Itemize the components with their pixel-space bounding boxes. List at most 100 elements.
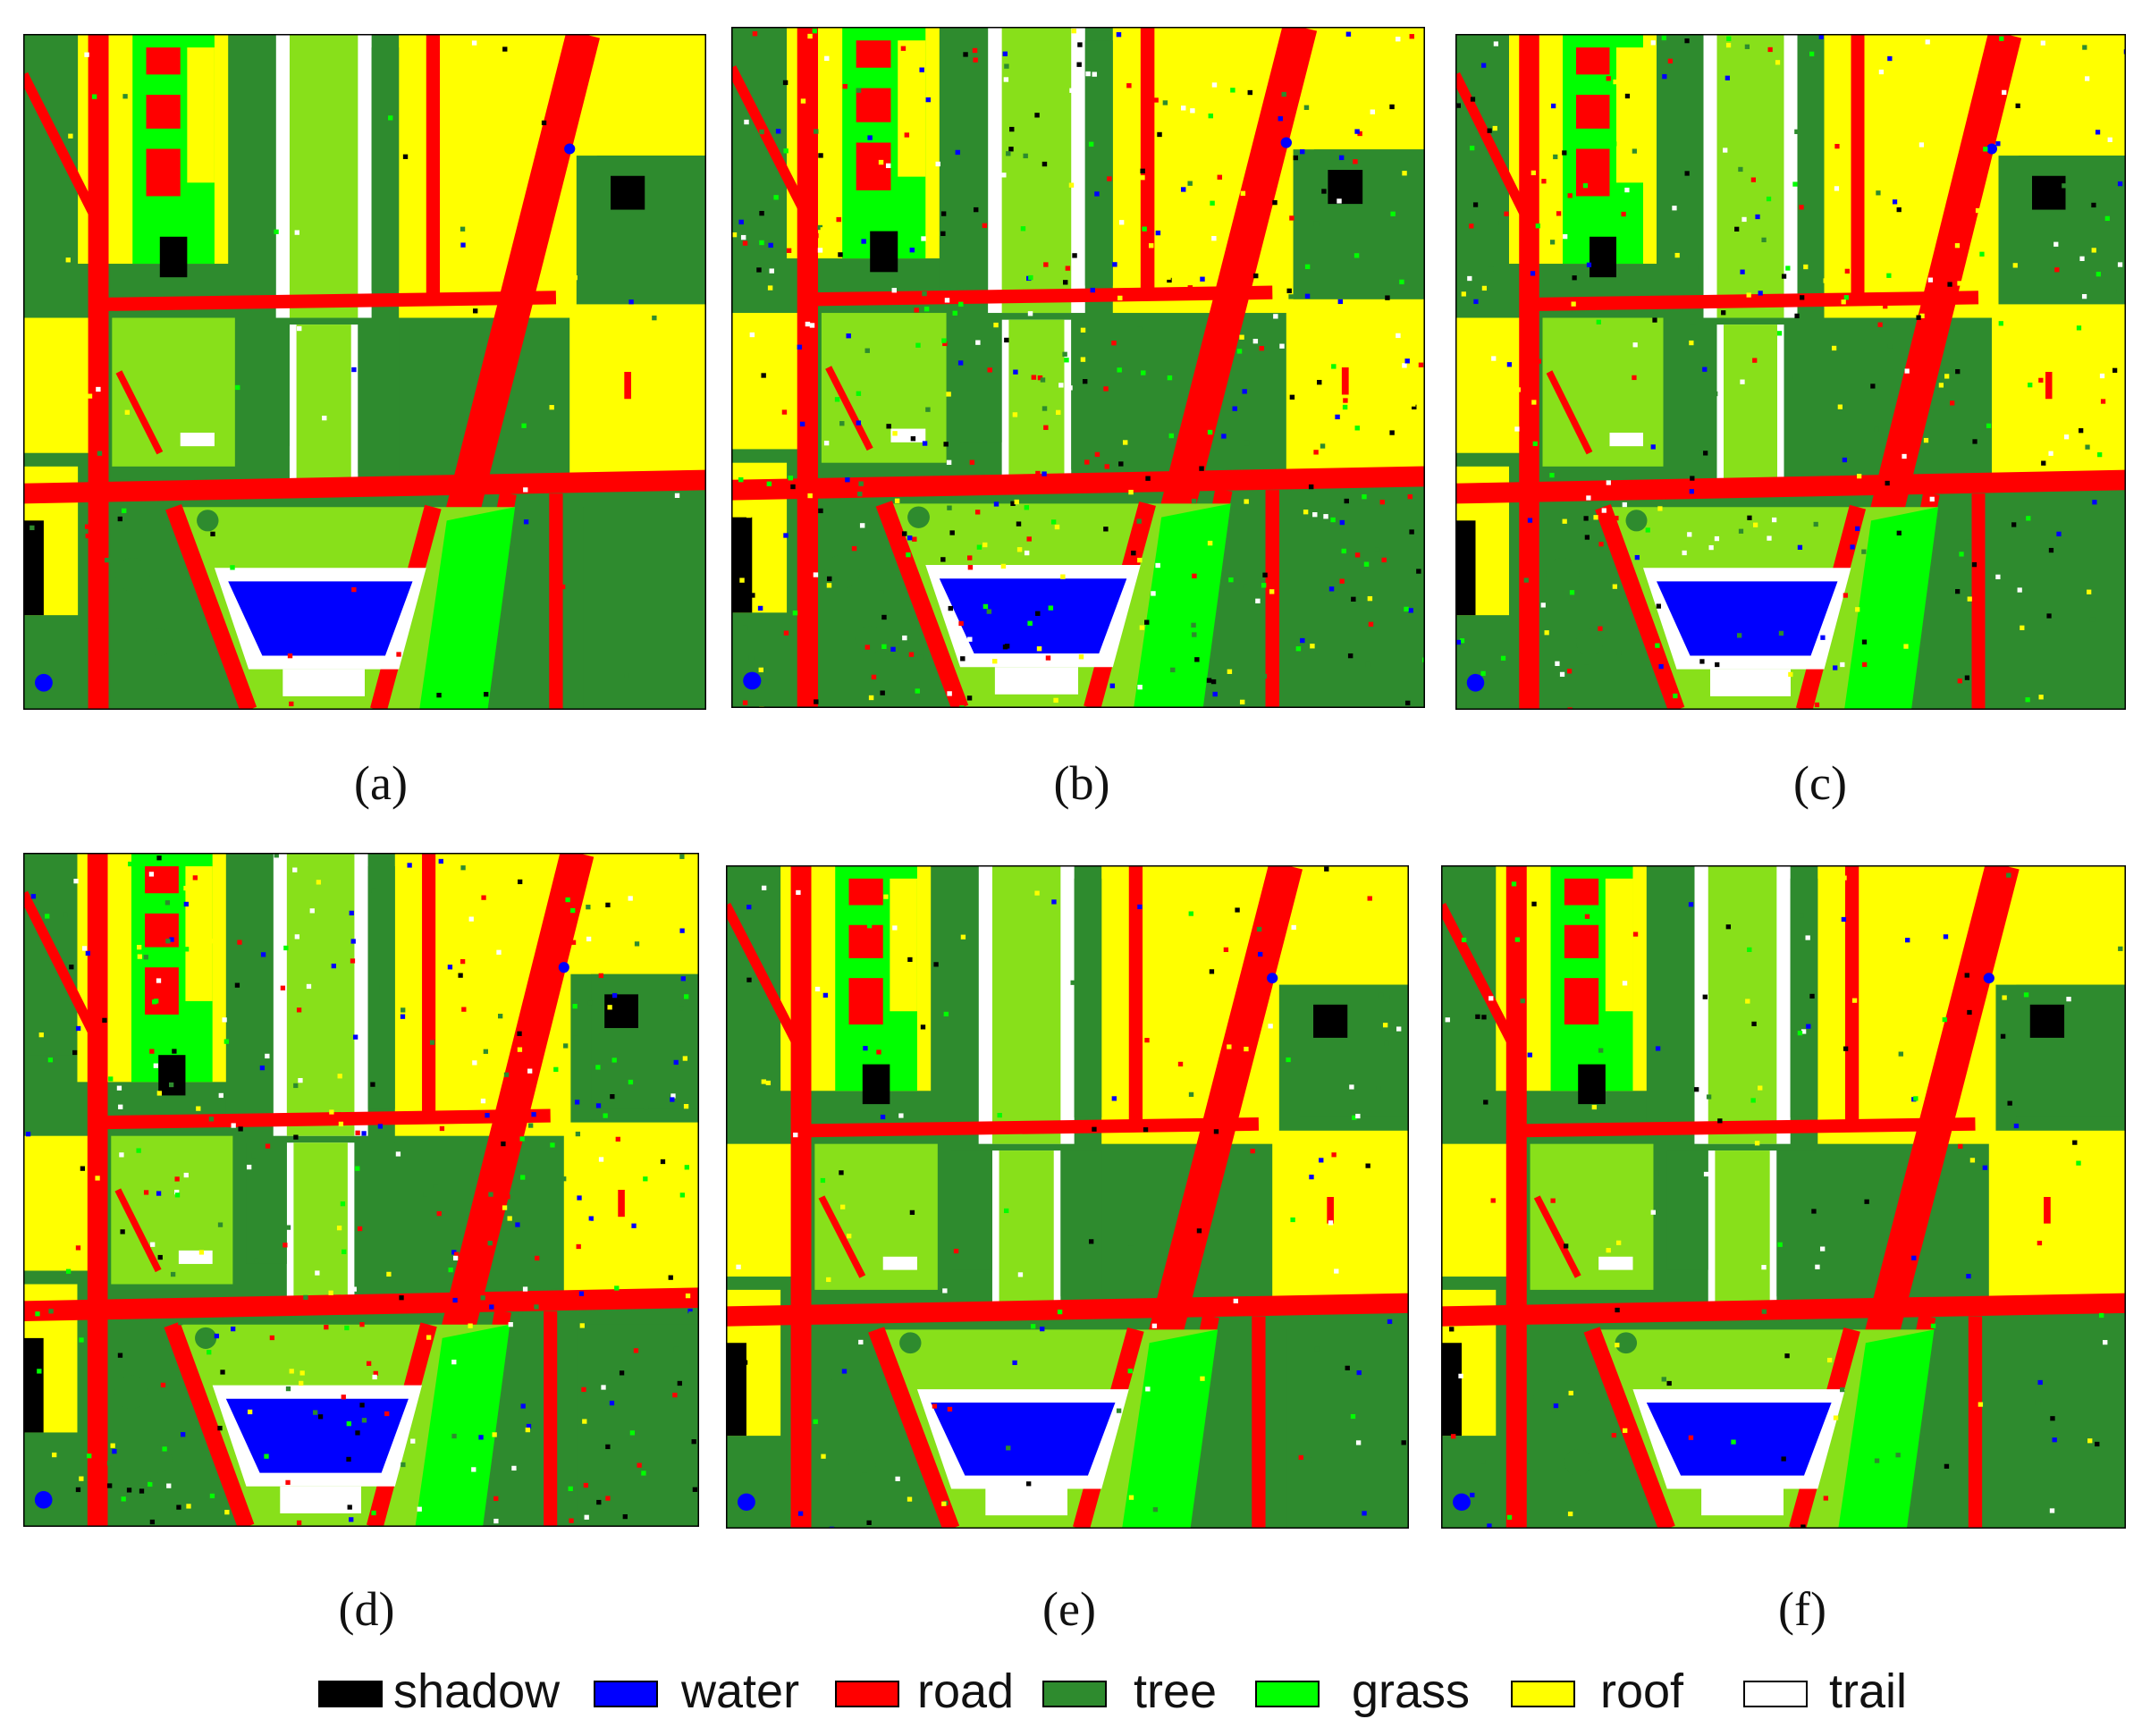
noise-pixel — [1321, 189, 1327, 194]
noise-pixel — [289, 1369, 294, 1374]
noise-pixel — [1272, 199, 1278, 206]
noise-pixel — [1566, 669, 1573, 674]
noise-pixel — [575, 1131, 581, 1137]
noise-pixel — [2048, 451, 2053, 456]
noise-pixel — [388, 115, 393, 121]
noise-pixel — [1467, 275, 1472, 282]
noise-pixel — [1870, 383, 1876, 389]
noise-pixel — [247, 1409, 253, 1415]
noise-pixel — [174, 1176, 180, 1182]
noise-pixel — [1752, 358, 1758, 363]
noise-pixel — [1300, 637, 1305, 644]
noise-pixel — [790, 145, 797, 150]
noise-pixel — [1615, 1343, 1620, 1348]
noise-pixel — [881, 644, 887, 650]
map-panel-b — [731, 27, 1425, 708]
noise-pixel — [260, 952, 266, 957]
noise-pixel — [2091, 248, 2096, 253]
noise-pixel — [526, 1423, 532, 1429]
noise-pixel — [1886, 273, 1892, 278]
noise-pixel — [1655, 1046, 1661, 1051]
noise-pixel — [1470, 97, 1476, 102]
noise-pixel — [1935, 67, 1940, 72]
noise-pixel — [1893, 496, 1899, 501]
noise-pixel — [1281, 91, 1286, 97]
roof-detail — [1327, 1197, 1334, 1224]
noise-pixel — [1000, 563, 1007, 569]
panel-label-a: (a) — [354, 756, 408, 810]
noise-pixel — [1975, 207, 1981, 214]
noise-pixel — [223, 1039, 229, 1044]
noise-pixel — [85, 533, 90, 539]
building-red — [1576, 47, 1610, 75]
noise-pixel — [1323, 514, 1328, 519]
noise-pixel — [1379, 1246, 1384, 1251]
noise-pixel — [207, 1350, 212, 1355]
noise-pixel — [501, 1141, 506, 1147]
noise-pixel — [605, 1496, 611, 1501]
noise-pixel — [1892, 199, 1898, 205]
noise-pixel — [925, 97, 932, 103]
water-feature — [737, 1493, 755, 1511]
noise-pixel — [1591, 1104, 1598, 1110]
noise-pixel — [148, 872, 155, 877]
noise-pixel — [607, 1005, 612, 1010]
noise-pixel — [947, 691, 952, 696]
noise-pixel — [1236, 349, 1243, 354]
noise-pixel — [665, 1157, 671, 1162]
noise-pixel — [581, 1386, 586, 1393]
noise-pixel — [909, 1209, 915, 1215]
noise-pixel — [1075, 271, 1081, 276]
noise-pixel — [1043, 262, 1049, 267]
noise-pixel — [782, 80, 788, 86]
road-diagonal — [1583, 1327, 1675, 1529]
noise-pixel — [1615, 1240, 1622, 1245]
noise-pixel — [1857, 474, 1862, 479]
noise-pixel — [156, 1191, 162, 1196]
building-red — [145, 866, 179, 894]
noise-pixel — [1060, 574, 1066, 579]
noise-pixel — [386, 1271, 392, 1277]
noise-pixel — [1004, 644, 1010, 649]
noise-pixel — [773, 195, 779, 200]
noise-pixel — [1682, 550, 1687, 556]
noise-pixel — [485, 1113, 490, 1118]
noise-pixel — [1328, 1220, 1334, 1226]
noise-pixel — [1523, 577, 1529, 583]
trail-patch — [1598, 1256, 1633, 1270]
building-red — [848, 978, 883, 1025]
noise-pixel — [274, 229, 279, 234]
noise-pixel — [1616, 650, 1622, 655]
noise-pixel — [1001, 173, 1007, 178]
noise-pixel — [535, 1255, 540, 1261]
noise-pixel — [1262, 572, 1268, 577]
noise-pixel — [1598, 1048, 1604, 1053]
noise-pixel — [1103, 386, 1109, 392]
building-red — [145, 967, 179, 1015]
tree-column — [371, 47, 400, 291]
noise-pixel — [283, 945, 289, 951]
noise-pixel — [1404, 606, 1409, 612]
noise-pixel — [1352, 1115, 1357, 1120]
noise-pixel — [1715, 662, 1720, 668]
noise-pixel — [596, 1499, 602, 1505]
noise-pixel — [1004, 63, 1009, 69]
noise-pixel — [1037, 375, 1043, 381]
noise-pixel — [2099, 373, 2105, 379]
noise-pixel — [1527, 1052, 1532, 1058]
noise-pixel — [220, 1369, 225, 1375]
grass-field — [999, 1150, 1054, 1303]
noise-pixel — [1612, 141, 1617, 147]
noise-pixel — [818, 508, 823, 514]
noise-pixel — [1862, 662, 1868, 668]
noise-pixel — [1035, 611, 1041, 616]
noise-pixel — [973, 206, 979, 213]
noise-pixel — [871, 482, 877, 487]
noise-pixel — [468, 1323, 473, 1328]
noise-pixel — [1864, 1199, 1869, 1204]
shadow-area — [1313, 1004, 1348, 1038]
classification-map-a — [23, 34, 706, 710]
building-red — [848, 924, 883, 958]
noise-pixel — [1964, 675, 1970, 680]
noise-pixel — [1531, 170, 1536, 176]
